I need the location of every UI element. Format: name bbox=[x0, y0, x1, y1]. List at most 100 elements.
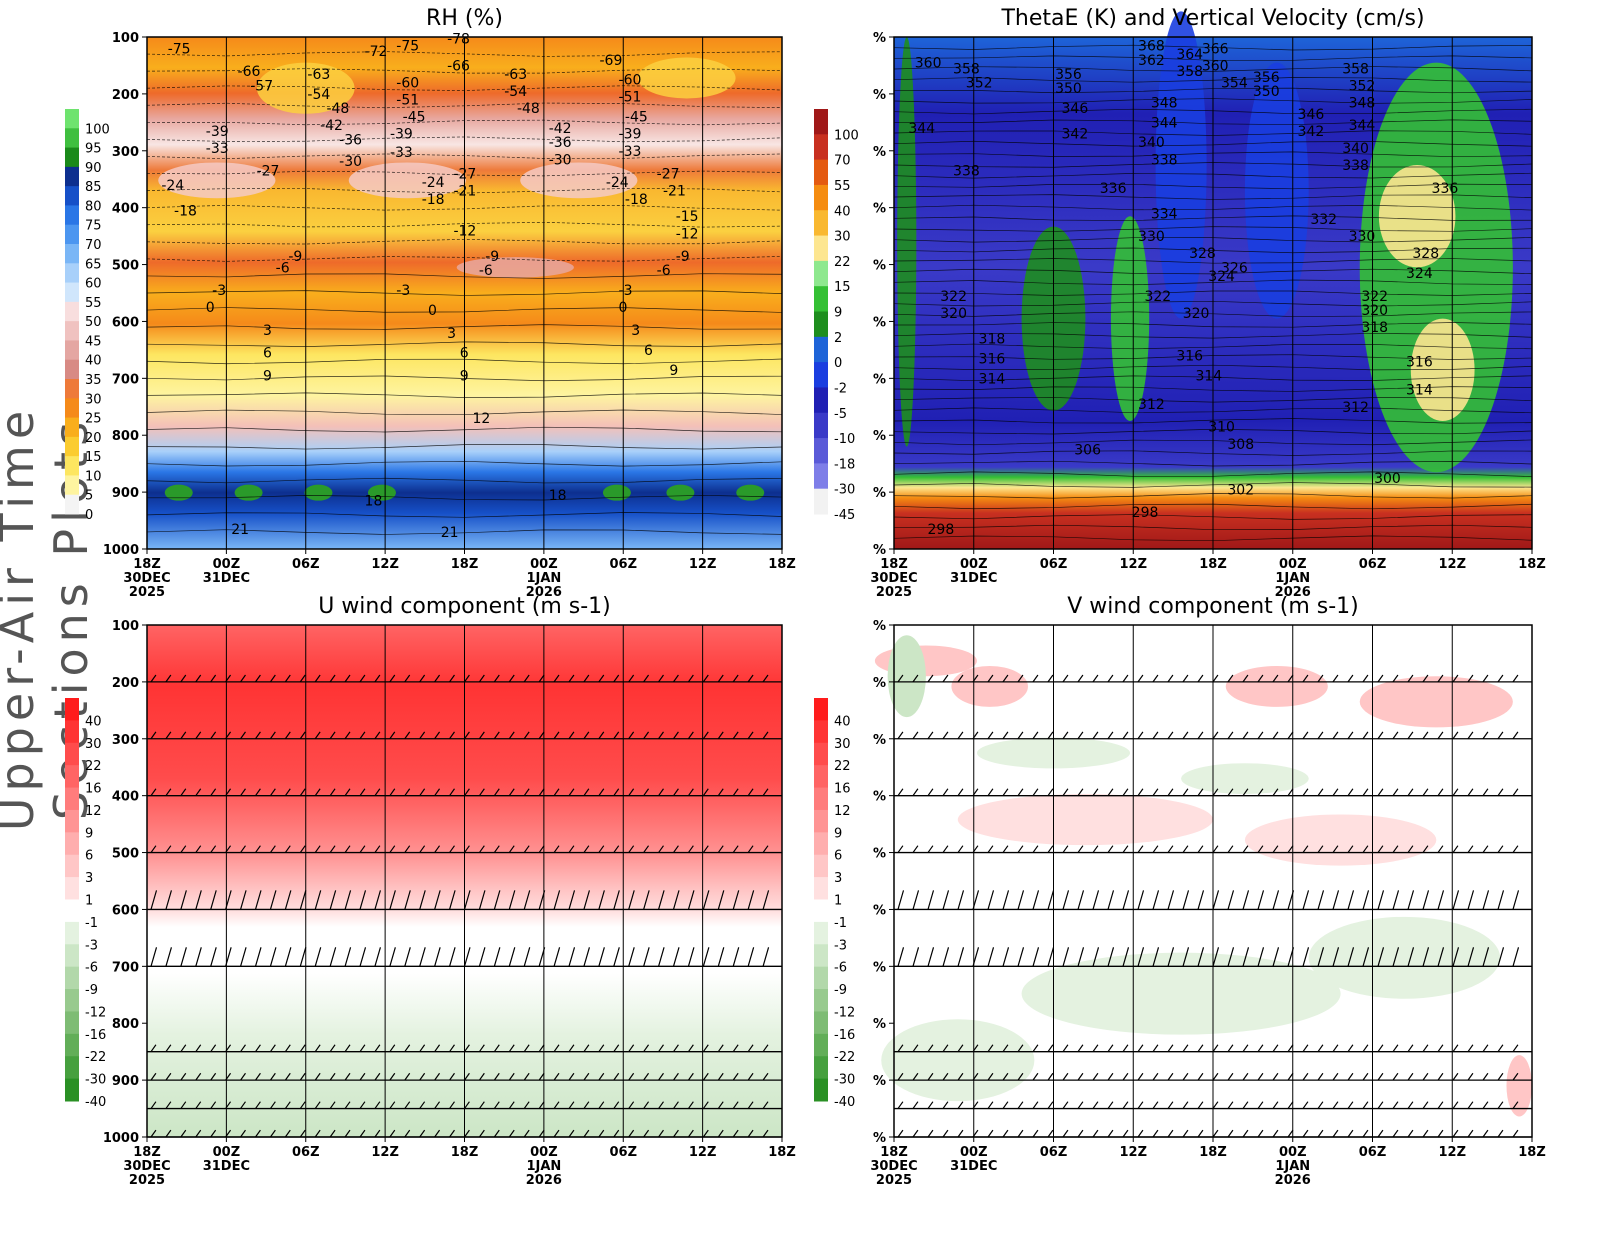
u-wind-barb bbox=[240, 845, 246, 853]
thetae-contour-label: 316 bbox=[979, 351, 1006, 367]
v-wind-barb bbox=[1272, 845, 1279, 853]
u-wind-barb bbox=[299, 890, 307, 910]
u-ytick-label: 700 bbox=[112, 960, 139, 975]
u-wind-barb bbox=[717, 890, 725, 910]
u-wind-barb bbox=[747, 1072, 754, 1081]
u-colorbar-swatch bbox=[65, 899, 79, 923]
v-wind-barb bbox=[1317, 845, 1324, 853]
v-wind-barb bbox=[1377, 1101, 1384, 1109]
v-wind-barb bbox=[1347, 788, 1354, 797]
v-wind-barb bbox=[1242, 731, 1249, 740]
v-wind-barb bbox=[1437, 947, 1445, 967]
rh-contour-label: -51 bbox=[619, 90, 642, 106]
v-colorbar-swatch bbox=[814, 698, 828, 721]
u-wind-barb bbox=[269, 1129, 276, 1138]
u-xtick-label: 31DEC bbox=[203, 1159, 250, 1174]
rh-contour-label: -54 bbox=[504, 84, 527, 100]
u-wind-barb bbox=[673, 1044, 679, 1053]
v-shade-blob bbox=[1359, 676, 1513, 728]
u-wind-barb bbox=[419, 1129, 426, 1138]
v-wind-barb bbox=[1422, 1129, 1429, 1138]
rh-title: RH (%) bbox=[426, 6, 503, 31]
u-wind-barb bbox=[150, 1129, 157, 1138]
v-wind-barb bbox=[1122, 788, 1129, 797]
v-wind-barb bbox=[1257, 1044, 1264, 1053]
v-wind-barb bbox=[897, 947, 905, 967]
u-colorbar-swatch bbox=[65, 832, 79, 856]
v-wind-barb bbox=[1407, 1072, 1414, 1081]
v-wind-barb bbox=[1077, 947, 1085, 967]
u-wind-barb bbox=[255, 1044, 261, 1053]
v-wind-barb bbox=[1362, 1101, 1369, 1109]
rh-colorbar-label: 50 bbox=[85, 315, 102, 330]
v-wind-barb bbox=[1482, 947, 1490, 967]
v-wind-barb bbox=[957, 788, 964, 797]
rh-colorbar-swatch bbox=[65, 436, 79, 457]
thetae-contour-label: 298 bbox=[1132, 505, 1159, 521]
thetae-ytick-label: % bbox=[873, 429, 886, 444]
u-wind-barb bbox=[732, 890, 740, 910]
thetae-contour-label: 358 bbox=[1342, 61, 1369, 77]
v-wind-barb bbox=[957, 1044, 964, 1053]
v-wind-barb bbox=[1197, 947, 1205, 967]
u-wind-barb bbox=[643, 947, 650, 967]
v-title: V wind component (m s-1) bbox=[1067, 594, 1359, 619]
v-wind-barb bbox=[1497, 1044, 1504, 1053]
u-wind-barb bbox=[747, 788, 754, 797]
u-wind-barb bbox=[359, 1072, 366, 1081]
v-wind-barb bbox=[1287, 788, 1294, 797]
v-wind-barb bbox=[1467, 674, 1474, 683]
rh-colorbar-label: 65 bbox=[85, 257, 102, 272]
v-wind-barb bbox=[1122, 1101, 1129, 1109]
u-wind-barb bbox=[687, 890, 695, 910]
u-wind-barb bbox=[434, 1044, 441, 1053]
v-wind-barb bbox=[1437, 1072, 1444, 1081]
u-wind-barb bbox=[553, 890, 561, 910]
u-wind-barb bbox=[732, 1072, 739, 1081]
u-wind-barb bbox=[195, 947, 202, 967]
u-wind-barb bbox=[717, 674, 724, 683]
u-wind-barb bbox=[314, 731, 321, 740]
v-xtick-label: 18Z bbox=[1199, 1145, 1227, 1160]
thetae-xtick-label: 00Z bbox=[1279, 557, 1307, 572]
u-wind-barb bbox=[225, 674, 232, 683]
v-wind-barb bbox=[1137, 788, 1144, 797]
v-wind-barb bbox=[1167, 1044, 1174, 1053]
rh-moist-blob bbox=[304, 484, 333, 501]
v-wind-barb bbox=[1512, 890, 1520, 910]
v-wind-barb bbox=[1107, 845, 1114, 853]
u-wind-barb bbox=[255, 1072, 261, 1081]
u-wind-barb bbox=[225, 1044, 232, 1053]
rh-colorbar-swatch bbox=[65, 244, 79, 264]
u-wind-barb bbox=[359, 674, 366, 683]
u-wind-barb bbox=[299, 1129, 306, 1138]
thetae-ytick-label: % bbox=[873, 315, 886, 330]
thetae-colorbar-label: 100 bbox=[834, 128, 859, 143]
v-wind-barb bbox=[1482, 890, 1490, 910]
rh-xtick-label: 18Z bbox=[133, 557, 161, 572]
v-shade-blob bbox=[1181, 763, 1309, 794]
u-wind-barb bbox=[329, 731, 336, 740]
u-wind-barb bbox=[643, 890, 650, 910]
v-wind-barb bbox=[1482, 1044, 1489, 1053]
u-wind-barb bbox=[150, 1044, 157, 1053]
u-wind-barb bbox=[464, 1044, 470, 1053]
rh-colorbar-swatch bbox=[65, 205, 79, 226]
thetae-contour-label: 326 bbox=[1221, 260, 1248, 276]
u-wind-barb bbox=[299, 674, 306, 683]
v-shade-blob bbox=[1506, 1055, 1532, 1117]
u-colorbar-label: -9 bbox=[85, 983, 98, 998]
thetae-contour-label: 344 bbox=[908, 121, 935, 137]
u-wind-barb bbox=[613, 788, 620, 797]
u-wind-barb bbox=[643, 1129, 650, 1138]
u-wind-barb bbox=[329, 788, 336, 797]
v-wind-barb bbox=[1137, 1129, 1144, 1138]
rh-moist-blob bbox=[602, 484, 631, 501]
v-wind-barb bbox=[1287, 1101, 1294, 1109]
v-wind-barb bbox=[1407, 731, 1414, 740]
thetae-colorbar-label: 9 bbox=[834, 306, 842, 321]
u-ytick-label: 500 bbox=[112, 847, 139, 862]
thetae-contour-label: 314 bbox=[1195, 368, 1222, 384]
u-colorbar-swatch bbox=[65, 1033, 79, 1057]
v-wind-barb bbox=[1152, 731, 1159, 740]
